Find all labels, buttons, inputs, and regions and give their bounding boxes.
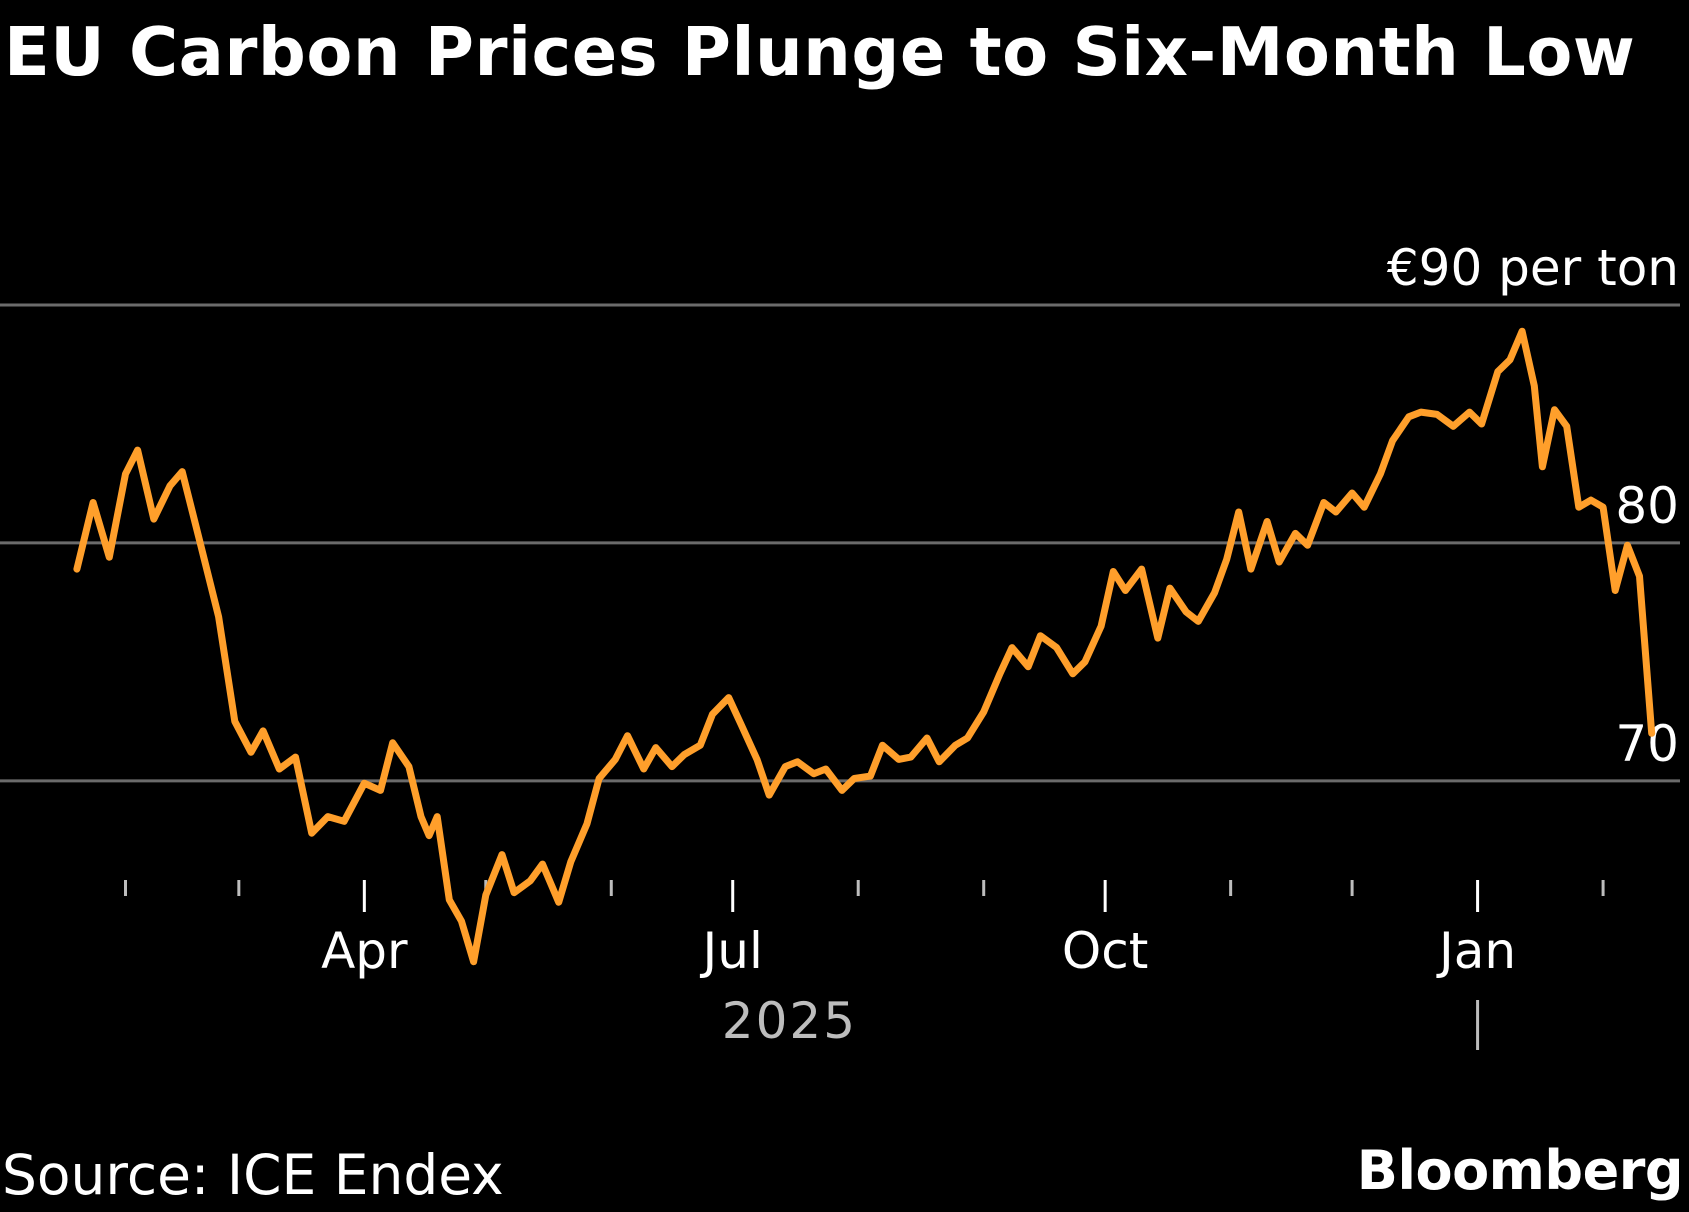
price-line <box>73 327 1656 966</box>
bloomberg-logo: Bloomberg <box>1356 1139 1684 1202</box>
x-axis: Apr Jul Oct Jan 2025 <box>123 880 1605 1050</box>
y-tick-label: €90 per ton <box>1387 239 1679 297</box>
x-tick-label: Jan <box>1436 922 1516 980</box>
series-layer <box>73 327 1656 966</box>
y-axis-labels: €90 per ton 80 70 <box>1387 239 1679 773</box>
y-tick-label: 70 <box>1615 715 1679 773</box>
x-year-label: 2025 <box>722 992 857 1050</box>
x-tick-label: Jul <box>700 922 763 980</box>
x-tick-label: Oct <box>1062 922 1148 980</box>
y-tick-label: 80 <box>1615 477 1679 535</box>
gridlines <box>0 303 1680 783</box>
source-note: Source: ICE Endex <box>2 1143 504 1207</box>
chart-title: EU Carbon Prices Plunge to Six-Month Low <box>4 13 1636 91</box>
x-tick-label: Apr <box>321 922 408 980</box>
